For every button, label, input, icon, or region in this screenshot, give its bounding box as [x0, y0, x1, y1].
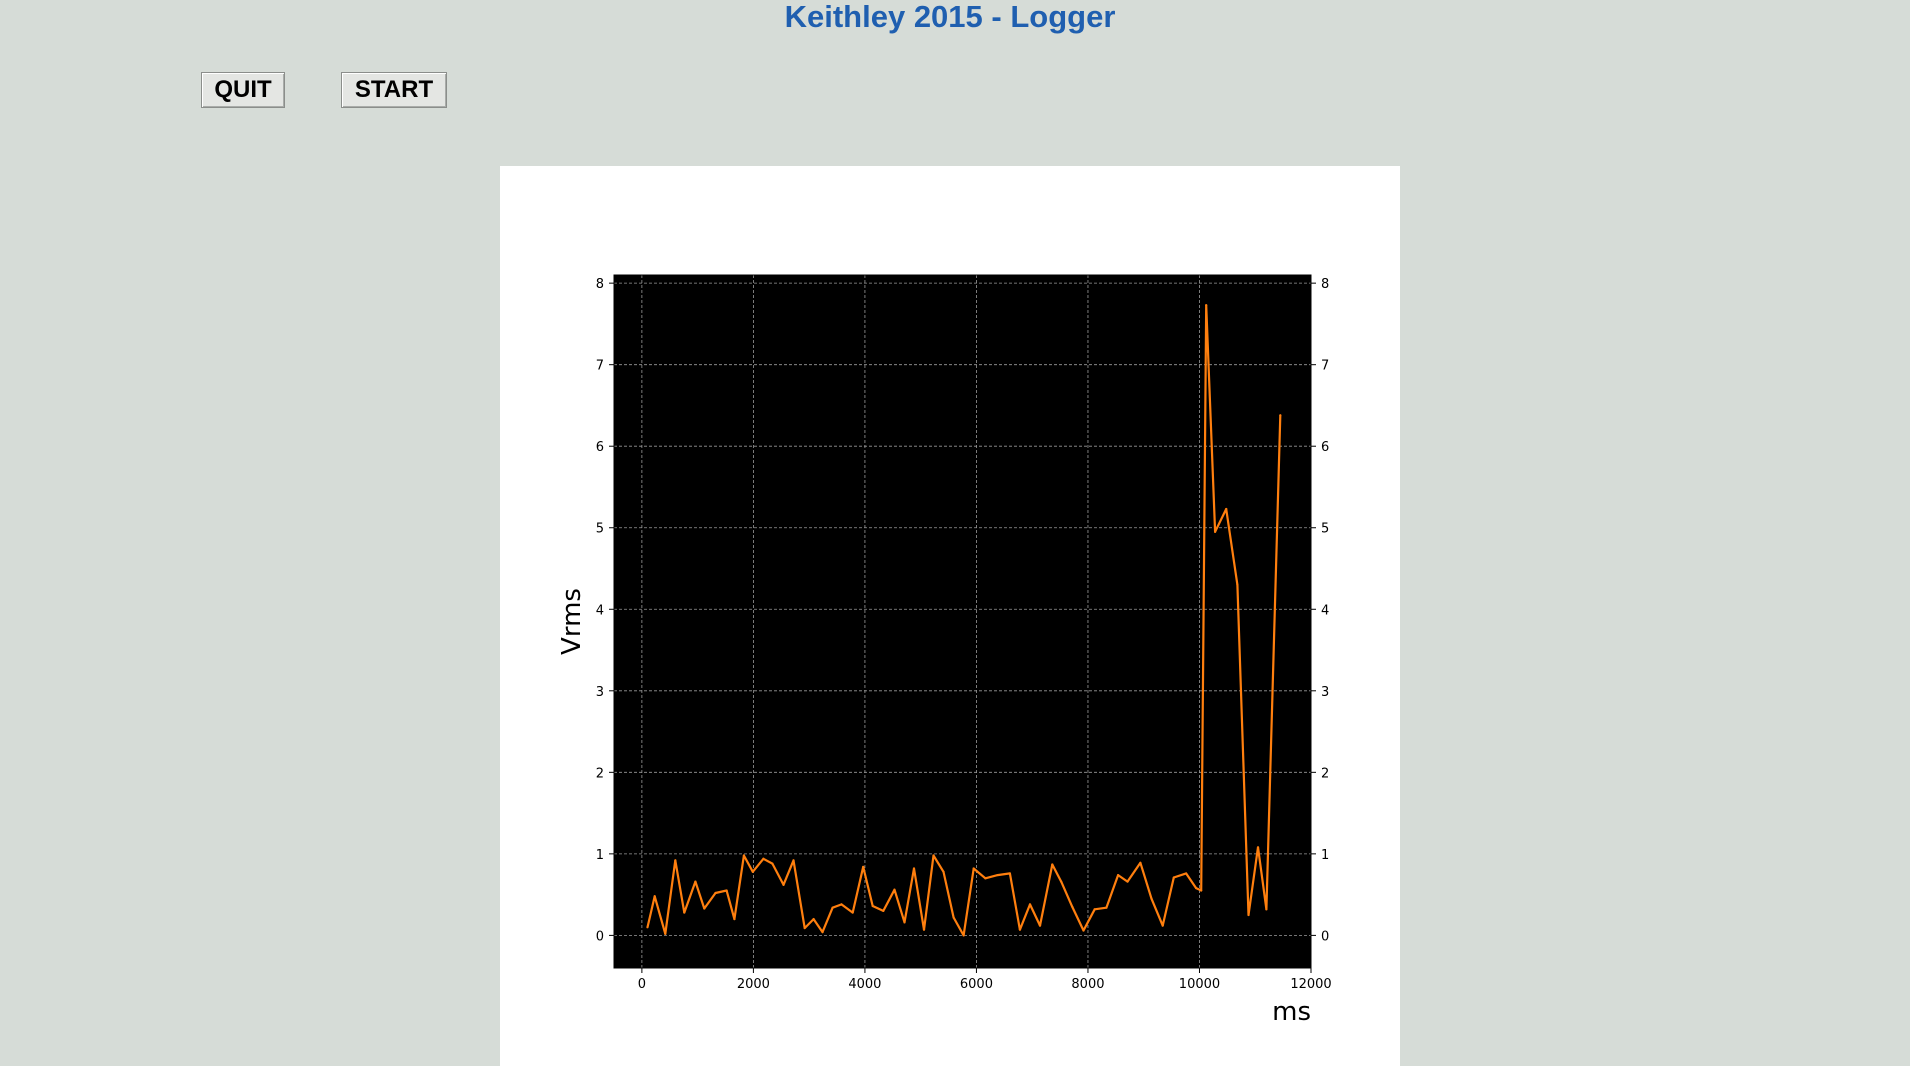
data-point — [803, 926, 806, 930]
app-title: Keithley 2015 - Logger — [784, 0, 1116, 34]
data-point — [1265, 908, 1268, 911]
data-point — [1172, 876, 1175, 879]
y-tick-label-left: 5 — [596, 522, 604, 537]
x-tick-label: 6000 — [960, 977, 993, 992]
data-point — [1038, 924, 1042, 927]
data-point — [1018, 928, 1022, 931]
y-tick-label-left: 6 — [596, 440, 604, 455]
y-tick-label-left: 4 — [596, 603, 604, 618]
data-point — [742, 854, 746, 857]
data-point — [792, 859, 795, 862]
data-point — [1060, 880, 1063, 883]
data-point — [952, 916, 955, 919]
data-point — [1256, 846, 1260, 849]
data-point — [922, 928, 926, 931]
y-tick-label-right: 2 — [1321, 766, 1329, 781]
data-point — [1139, 861, 1142, 864]
data-point — [1184, 872, 1188, 875]
data-point — [1082, 929, 1085, 932]
data-point — [1205, 304, 1208, 307]
y-tick-label-right: 1 — [1321, 848, 1329, 863]
data-point — [664, 932, 667, 935]
x-tick-label: 2000 — [737, 977, 770, 992]
y-tick-label-right: 3 — [1321, 685, 1329, 700]
data-point — [851, 911, 854, 914]
data-point — [683, 911, 686, 914]
data-point — [694, 880, 697, 883]
y-tick-label-right: 4 — [1321, 603, 1329, 618]
y-tick-label-left: 2 — [596, 766, 604, 781]
start-button[interactable]: START — [341, 72, 447, 108]
data-point — [782, 883, 785, 886]
y-tick-label-left: 1 — [596, 848, 604, 863]
x-axis-label: ms — [1272, 997, 1311, 1027]
data-point — [962, 934, 965, 937]
y-axis-label: Vrms — [557, 588, 587, 655]
data-point — [1093, 908, 1096, 911]
y-tick-label-right: 6 — [1321, 440, 1329, 455]
data-point — [812, 917, 815, 921]
data-point — [771, 862, 774, 865]
data-point — [725, 889, 728, 892]
y-tick-label-right: 5 — [1321, 522, 1329, 537]
data-point — [1161, 924, 1164, 927]
data-point — [882, 909, 885, 913]
data-point — [893, 888, 896, 891]
figure-canvas: 0 2000 4000 6000 8000 10000 12000 0 0 1 1 2 2 3 3 4 4 5 5 6… — [500, 166, 1400, 1066]
x-tick-label: 12000 — [1290, 977, 1331, 992]
x-tick-label: 0 — [638, 977, 646, 992]
data-point — [703, 907, 706, 910]
data-point — [984, 877, 987, 880]
x-tick-label: 4000 — [848, 977, 881, 992]
data-point — [1051, 863, 1054, 866]
data-point — [1150, 897, 1153, 900]
data-point — [942, 870, 945, 873]
y-tick-label-left: 8 — [596, 277, 604, 292]
data-point — [733, 917, 736, 921]
data-point — [996, 873, 999, 877]
data-point — [1236, 583, 1239, 586]
data-point — [1008, 872, 1011, 875]
data-point — [653, 895, 656, 898]
plot-frame — [613, 274, 1312, 969]
data-point — [912, 867, 916, 870]
data-point — [840, 903, 843, 906]
y-tick-label-left: 7 — [596, 359, 604, 374]
y-tick-label-left: 3 — [596, 685, 604, 700]
data-point — [762, 857, 765, 860]
x-tick-label: 8000 — [1071, 977, 1104, 992]
data-point — [751, 870, 754, 873]
data-point — [1028, 903, 1032, 906]
data-point — [932, 854, 935, 857]
data-point — [821, 931, 824, 934]
plot-area — [614, 275, 1311, 968]
y-tick-label-right: 8 — [1321, 277, 1329, 292]
data-point — [1195, 887, 1198, 890]
quit-button[interactable]: QUIT — [201, 72, 285, 108]
data-point — [1071, 905, 1074, 908]
data-point — [714, 891, 717, 895]
voltage-line-chart: 0 2000 4000 6000 8000 10000 12000 0 0 1 1 2 2 3 3 4 4 5 5 6… — [557, 274, 1332, 1027]
data-point — [646, 926, 649, 929]
data-point — [674, 859, 677, 862]
x-tick-label: 10000 — [1179, 977, 1220, 992]
y-tick-label-left: 0 — [596, 929, 604, 944]
y-tick-label-right: 7 — [1321, 359, 1329, 374]
data-point — [972, 867, 975, 870]
data-point — [1225, 507, 1228, 511]
data-point — [862, 865, 865, 869]
data-point — [1279, 414, 1282, 417]
data-point — [1105, 906, 1108, 909]
data-point — [1126, 880, 1129, 883]
data-point — [1200, 889, 1203, 892]
data-point — [1247, 913, 1250, 917]
data-point — [1116, 873, 1120, 877]
data-point — [831, 906, 834, 909]
data-point — [1213, 530, 1217, 533]
y-tick-label-right: 0 — [1321, 929, 1329, 944]
data-point — [903, 921, 906, 924]
data-point — [871, 904, 874, 908]
